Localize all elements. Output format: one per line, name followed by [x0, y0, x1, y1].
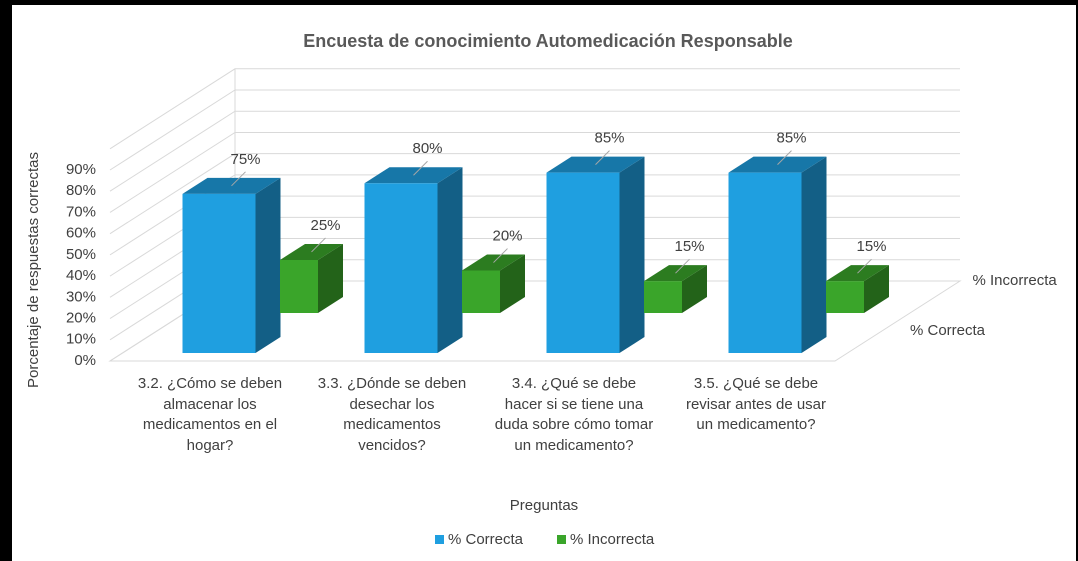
- value-label: 85%: [776, 130, 806, 147]
- bar: [182, 177, 281, 353]
- leader-line: [493, 248, 508, 263]
- bar-front: [644, 281, 682, 313]
- wall-top: [109, 68, 960, 150]
- grid-line: [109, 89, 960, 171]
- bar-front: [728, 172, 802, 353]
- legend-label: % Incorrecta: [570, 531, 655, 548]
- value-label: 85%: [594, 130, 624, 147]
- y-axis-title: Porcentaje de respuestas correctas: [25, 152, 42, 388]
- depth-axis-label: % Correcta: [910, 322, 986, 339]
- grid-line: [109, 131, 960, 213]
- bar-side: [437, 167, 463, 353]
- leader-line: [675, 258, 690, 274]
- value-label: 75%: [230, 151, 260, 168]
- value-label: 15%: [856, 238, 886, 255]
- bar-front: [280, 259, 318, 313]
- leader-line: [595, 150, 610, 165]
- depth-axis-label: % Incorrecta: [973, 272, 1058, 289]
- x-axis-title: Preguntas: [510, 497, 578, 514]
- x-tick-label: 3.3. ¿Dónde se deben desechar los medica…: [317, 375, 467, 454]
- bar: [728, 156, 827, 353]
- leader-line: [857, 258, 872, 274]
- y-tick-label: 60%: [66, 225, 96, 242]
- bar-front: [826, 281, 864, 313]
- bar: [826, 265, 889, 313]
- bar-front: [182, 193, 256, 353]
- bar-side: [500, 254, 525, 313]
- grid-line: [109, 110, 960, 192]
- y-tick-label: 10%: [66, 331, 96, 348]
- bar-side: [619, 156, 645, 353]
- y-tick-label: 20%: [66, 310, 96, 327]
- y-tick-label: 50%: [66, 246, 96, 263]
- bar-front: [546, 172, 620, 353]
- y-tick-label: 90%: [66, 161, 96, 178]
- y-tick-label: 30%: [66, 288, 96, 305]
- bar: [364, 167, 463, 353]
- bar-front: [462, 270, 500, 313]
- grid-line: [109, 153, 960, 235]
- chart-title: Encuesta de conocimiento Automedicación …: [303, 31, 792, 51]
- bar-front: [364, 183, 438, 353]
- value-label: 20%: [492, 228, 522, 245]
- x-tick-label: 3.2. ¿Cómo se deben almacenar los medica…: [137, 375, 283, 454]
- grid-line: [109, 174, 960, 256]
- leader-line: [311, 237, 326, 253]
- legend-swatch: [557, 535, 566, 544]
- legend-swatch: [435, 535, 444, 544]
- bar-side: [255, 177, 281, 353]
- bar-top: [280, 243, 343, 260]
- value-label: 80%: [412, 140, 442, 157]
- y-tick-label: 40%: [66, 267, 96, 284]
- leader-line: [413, 160, 428, 176]
- bar-side: [318, 243, 343, 313]
- bar-side: [864, 265, 889, 313]
- bar-side: [682, 265, 707, 313]
- value-label: 15%: [674, 238, 704, 255]
- leader-line: [231, 171, 246, 187]
- x-tick-label: 3.5. ¿Qué se debe revisar antes de usar …: [685, 375, 827, 433]
- y-tick-label: 0%: [74, 352, 96, 369]
- bar: [644, 265, 707, 313]
- x-tick-label: 3.4. ¿Qué se debe hacer si se tiene una …: [494, 375, 654, 454]
- bar: [280, 243, 343, 313]
- leader-line: [777, 150, 792, 165]
- y-tick-label: 70%: [66, 203, 96, 220]
- bar: [462, 254, 525, 313]
- y-tick-label: 80%: [66, 182, 96, 199]
- value-label: 25%: [310, 217, 340, 234]
- legend-label: % Correcta: [448, 531, 524, 548]
- bar-side: [801, 156, 827, 353]
- bar: [546, 156, 645, 353]
